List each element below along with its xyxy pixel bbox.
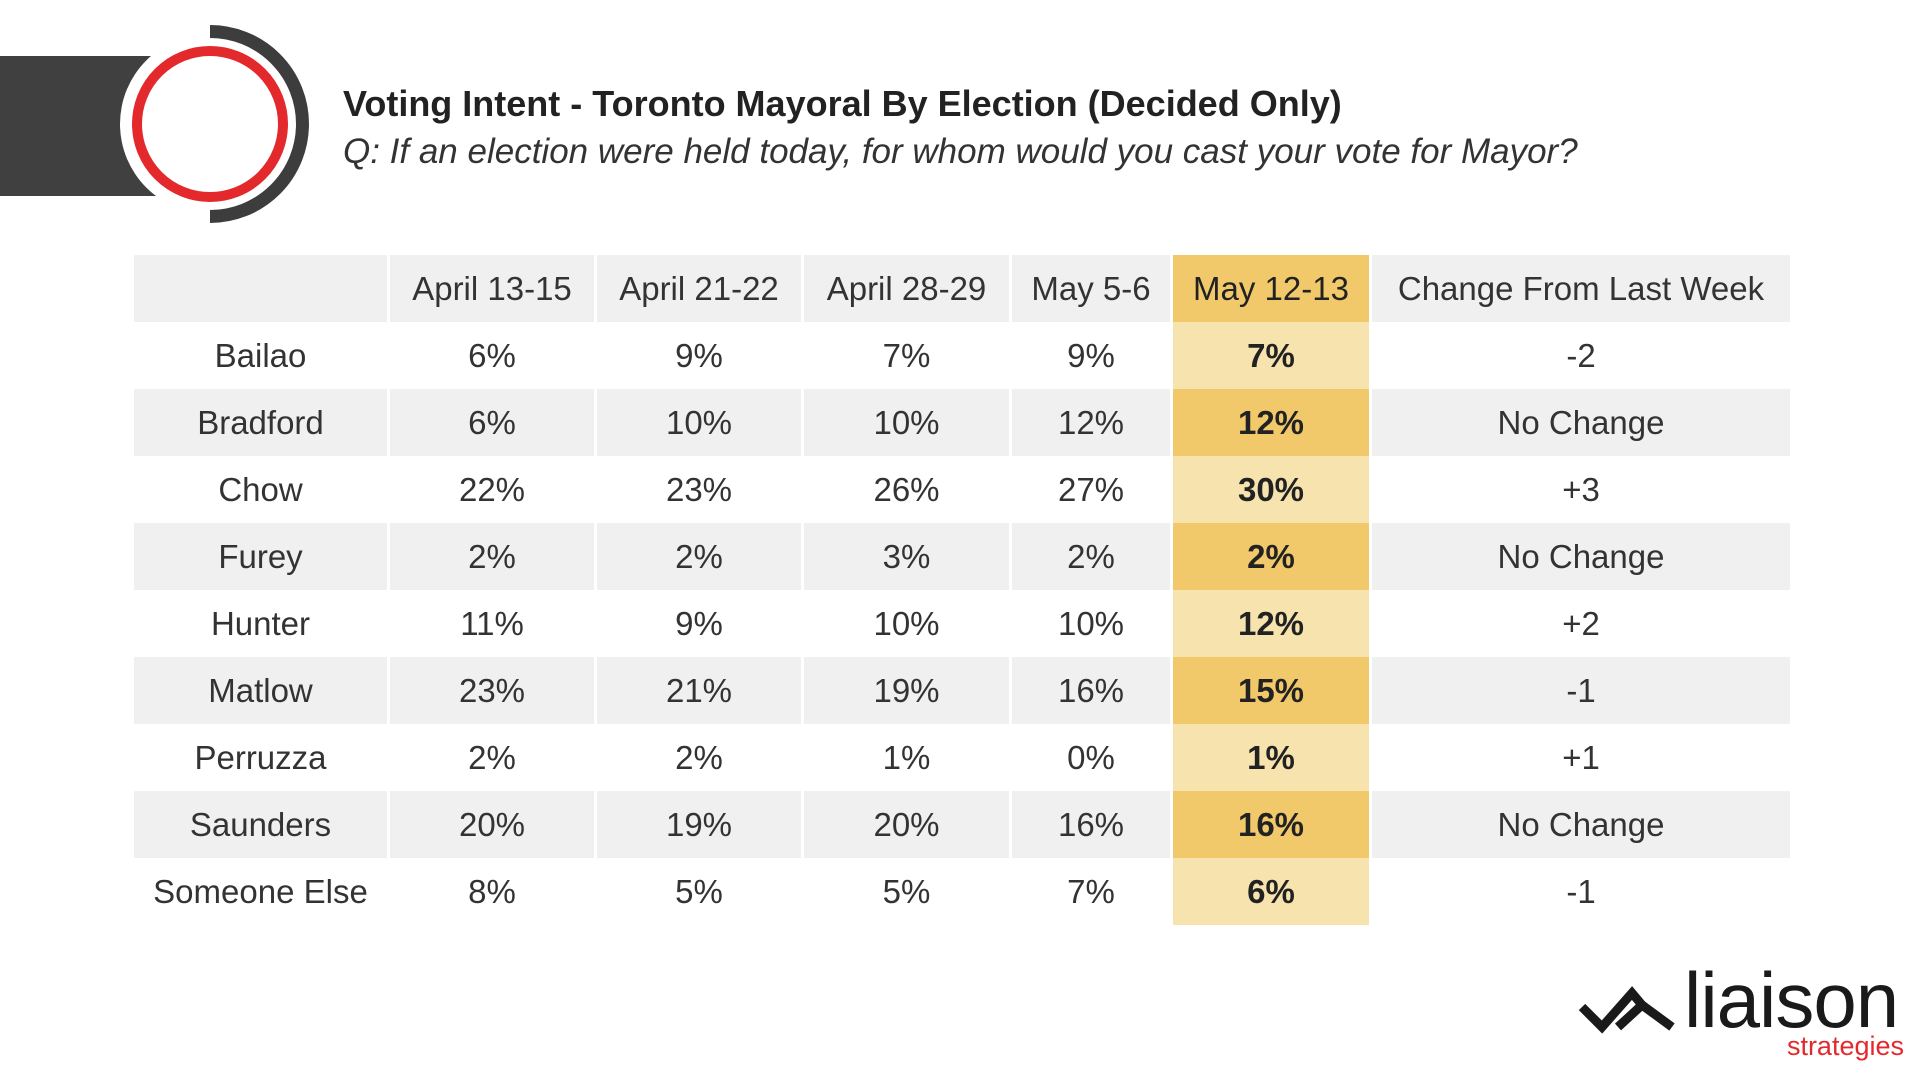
vote-share-cell: 11% (390, 590, 597, 657)
candidate-name: Matlow (134, 657, 390, 724)
column-header: May 12-13 (1173, 255, 1372, 322)
table-row: Hunter 11% 9% 10% 10% 12% +2 (134, 590, 1790, 657)
change-value: -1 (1372, 858, 1790, 925)
candidate-name: Chow (134, 456, 390, 523)
vote-share-cell: 9% (597, 590, 804, 657)
table-row: Bradford 6% 10% 10% 12% 12% No Change (134, 389, 1790, 456)
vote-share-cell: 6% (390, 322, 597, 389)
candidate-name: Someone Else (134, 858, 390, 925)
vote-share-cell: 7% (1173, 322, 1372, 389)
vote-share-cell: 2% (390, 724, 597, 791)
vote-share-cell: 2% (1012, 523, 1173, 590)
change-value: No Change (1372, 791, 1790, 858)
table-row: Perruzza 2% 2% 1% 0% 1% +1 (134, 724, 1790, 791)
vote-share-cell: 0% (1012, 724, 1173, 791)
vote-share-cell: 1% (1173, 724, 1372, 791)
vote-share-cell: 20% (390, 791, 597, 858)
vote-share-cell: 19% (597, 791, 804, 858)
change-value: No Change (1372, 523, 1790, 590)
vote-share-cell: 10% (597, 389, 804, 456)
table-row: Chow 22% 23% 26% 27% 30% +3 (134, 456, 1790, 523)
column-header: May 5-6 (1012, 255, 1173, 322)
chart-title: Voting Intent - Toronto Mayoral By Elect… (343, 83, 1342, 124)
candidate-name: Hunter (134, 590, 390, 657)
vote-share-cell: 5% (597, 858, 804, 925)
column-header: April 13-15 (390, 255, 597, 322)
vote-share-cell: 21% (597, 657, 804, 724)
vote-share-cell: 9% (597, 322, 804, 389)
candidate-name: Bradford (134, 389, 390, 456)
brand-name: liaison (1684, 956, 1899, 1044)
vote-share-cell: 10% (1012, 590, 1173, 657)
vote-share-cell: 30% (1173, 456, 1372, 523)
change-value: -1 (1372, 657, 1790, 724)
change-value: +2 (1372, 590, 1790, 657)
vote-share-cell: 16% (1173, 791, 1372, 858)
vote-share-cell: 26% (804, 456, 1012, 523)
table-row: Matlow 23% 21% 19% 16% 15% -1 (134, 657, 1790, 724)
candidate-name: Bailao (134, 322, 390, 389)
candidate-name: Saunders (134, 791, 390, 858)
title-block: Voting Intent - Toronto Mayoral By Elect… (343, 80, 1843, 176)
chart-subtitle: Q: If an election were held today, for w… (343, 132, 1578, 171)
brand-logo: liaison strategies (1578, 957, 1908, 1065)
vote-share-cell: 2% (597, 523, 804, 590)
table-row: Furey 2% 2% 3% 2% 2% No Change (134, 523, 1790, 590)
vote-share-cell: 6% (390, 389, 597, 456)
vote-share-cell: 2% (1173, 523, 1372, 590)
vote-share-cell: 15% (1173, 657, 1372, 724)
vote-share-cell: 3% (804, 523, 1012, 590)
change-value: +3 (1372, 456, 1790, 523)
vote-share-cell: 1% (804, 724, 1012, 791)
table-header-row: April 13-15 April 21-22 April 28-29 May 5-6… (134, 255, 1790, 322)
table-row: Someone Else 8% 5% 5% 7% 6% -1 (134, 858, 1790, 925)
vote-share-cell: 19% (804, 657, 1012, 724)
vote-share-cell: 12% (1173, 389, 1372, 456)
column-header: April 21-22 (597, 255, 804, 322)
vote-share-cell: 23% (390, 657, 597, 724)
vote-share-cell: 8% (390, 858, 597, 925)
table-row: Saunders 20% 19% 20% 16% 16% No Change (134, 791, 1790, 858)
brand-tagline: strategies (1786, 1031, 1904, 1061)
vote-share-cell: 9% (1012, 322, 1173, 389)
vote-share-cell: 5% (804, 858, 1012, 925)
vote-share-cell: 6% (1173, 858, 1372, 925)
vote-share-cell: 7% (804, 322, 1012, 389)
column-header: April 28-29 (804, 255, 1012, 322)
vote-share-cell: 23% (597, 456, 804, 523)
vote-share-cell: 27% (1012, 456, 1173, 523)
vote-share-cell: 12% (1173, 590, 1372, 657)
vote-share-cell: 2% (597, 724, 804, 791)
ring-logo-icon (120, 25, 309, 223)
table-row: Bailao 6% 9% 7% 9% 7% -2 (134, 322, 1790, 389)
vote-share-cell: 12% (1012, 389, 1173, 456)
candidate-name: Furey (134, 523, 390, 590)
vote-share-cell: 22% (390, 456, 597, 523)
vote-share-cell: 16% (1012, 791, 1173, 858)
voting-table: April 13-15 April 21-22 April 28-29 May 5-6… (134, 255, 1790, 925)
header-cell-blank (134, 255, 390, 322)
vote-share-cell: 10% (804, 590, 1012, 657)
liaison-chevron-icon (1578, 986, 1675, 1034)
candidate-name: Perruzza (134, 724, 390, 791)
vote-share-cell: 7% (1012, 858, 1173, 925)
change-value: +1 (1372, 724, 1790, 791)
change-value: No Change (1372, 389, 1790, 456)
vote-share-cell: 10% (804, 389, 1012, 456)
vote-share-cell: 20% (804, 791, 1012, 858)
vote-share-cell: 16% (1012, 657, 1173, 724)
vote-share-cell: 2% (390, 523, 597, 590)
column-header: Change From Last Week (1372, 255, 1790, 322)
change-value: -2 (1372, 322, 1790, 389)
